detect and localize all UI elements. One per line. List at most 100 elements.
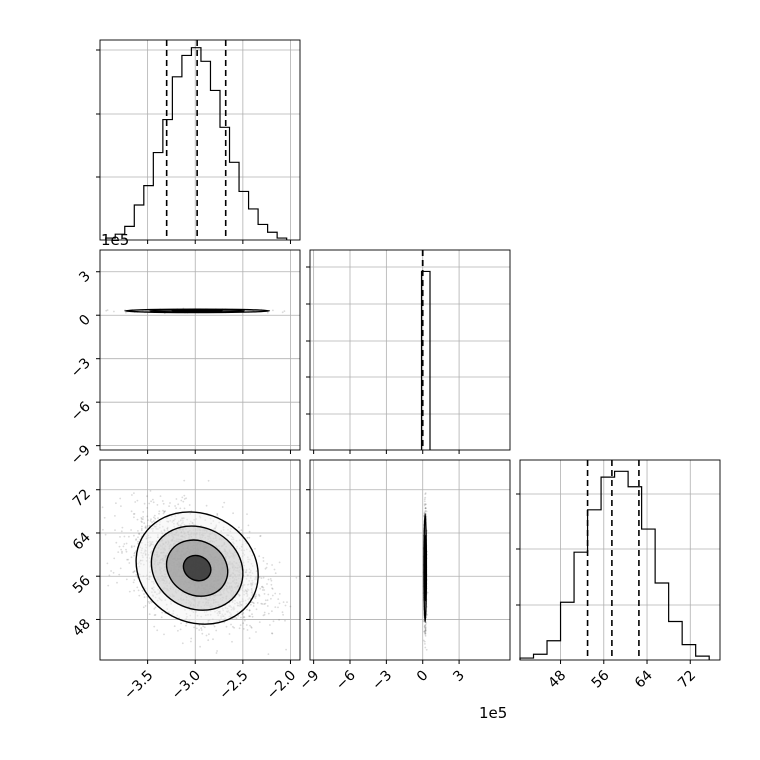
joint-x-z-point [228,633,231,635]
joint-x-y-frame [99,249,301,451]
joint-x-z-point [254,597,257,599]
joint-x-z-point [153,514,156,517]
joint-x-z-point [245,624,248,626]
joint-x-z-point [125,548,127,551]
joint-x-z-point [225,625,228,628]
joint-x-z-point [133,545,136,548]
joint-x-z-point [242,622,245,625]
joint-x-z-point [278,561,281,564]
joint-x-z-point [246,513,248,515]
joint-x-z-point [142,518,144,520]
joint-x-z-point [121,550,123,553]
marginal-y-histogram-step [420,270,431,450]
joint-x-z-point [199,645,202,648]
joint-x-z-point [135,539,137,541]
joint-x-z-point [271,594,274,597]
joint-x-z-point [141,589,144,592]
joint-x-z-point [153,608,156,610]
joint-x-z-point [264,567,267,570]
joint-y-z-point [424,492,427,495]
joint-x-z-point [143,522,146,525]
joint-x-z-point [157,517,159,519]
joint-x-z-point [260,577,263,579]
joint-x-z-point [277,606,279,609]
joint-x-z-point [270,597,272,600]
joint-x-z-point [263,589,266,591]
joint-x-z-point [133,516,135,519]
joint-x-y-point [281,311,284,314]
joint-x-z-point [249,624,251,627]
joint-x-z-point [248,615,251,618]
joint-x-z-point [250,603,252,606]
joint-x-z-point [193,626,196,629]
joint-x-z-point [118,573,121,576]
joint-x-z-point [123,543,126,545]
joint-x-z-point [261,603,264,605]
joint-x-z-point [162,509,164,512]
joint-x-z-point [147,600,150,603]
joint-x-z-point [258,576,261,579]
joint-x-z-point [179,507,182,510]
joint-x-z-point [231,640,233,643]
joint-x-z-point [133,570,136,573]
joint-x-z-point [198,629,201,631]
joint-y-z-point [424,509,427,512]
joint-x-z-point [164,510,167,513]
joint-x-z-point [154,614,157,616]
joint-x-z-point [278,619,280,621]
joint-x-z-point [212,638,214,641]
joint-x-z-point [131,494,133,496]
joint-x-z-point [158,510,161,513]
joint-x-z-point [263,613,266,616]
marginal-y-frame [309,249,511,451]
joint-x-z-point [271,632,273,635]
joint-x-z-point [169,502,171,504]
joint-x-z-point [136,499,139,502]
joint-x-z-point [239,624,242,626]
joint-x-z-point [190,637,193,640]
joint-x-y-point [113,310,115,313]
joint-x-z-point [215,652,218,654]
joint-x-z-point [128,590,131,593]
joint-y-z-point [423,630,426,633]
joint-y-z-point [424,629,427,632]
joint-x-z-point [216,512,219,515]
joint-x-z-point [258,593,260,596]
joint-x-z-point [240,529,243,532]
joint-y-z-point [422,620,425,623]
joint-y-z-point [425,622,428,624]
joint-x-z-point [132,513,135,515]
joint-x-z-point [181,642,184,645]
joint-x-z-point [143,502,146,505]
joint-x-z-point [120,530,123,533]
offset-label-bottom: 1e5 [479,704,507,722]
joint-y-z-contour-2 [424,553,427,583]
marginal-z-frame [519,459,721,661]
joint-x-z-point [114,515,116,517]
joint-y-z-point [424,629,426,632]
joint-x-z-point [137,530,139,532]
joint-x-y-point [106,309,109,311]
joint-x-z-point [130,556,133,559]
joint-y-z-point [424,628,427,631]
joint-x-z-point [259,535,262,537]
joint-x-z-point [235,617,238,620]
joint-y-z-point [424,507,427,509]
joint-x-z-point [267,653,270,655]
joint-x-z-point [163,511,166,514]
joint-y-z-point [424,627,427,629]
joint-x-z-point [104,533,107,536]
joint-x-z-point [251,601,254,603]
joint-x-z-point [118,545,121,548]
joint-x-z-point [148,602,151,605]
joint-x-z-point [132,571,135,574]
joint-x-z-point [106,562,109,565]
joint-x-z-point [144,605,147,607]
joint-x-z-point [249,615,252,618]
joint-x-z-point [248,609,251,611]
joint-x-z-point [185,624,187,627]
joint-x-z-point [183,507,186,510]
joint-y-z-point [424,646,427,649]
joint-x-z-point [140,529,143,532]
